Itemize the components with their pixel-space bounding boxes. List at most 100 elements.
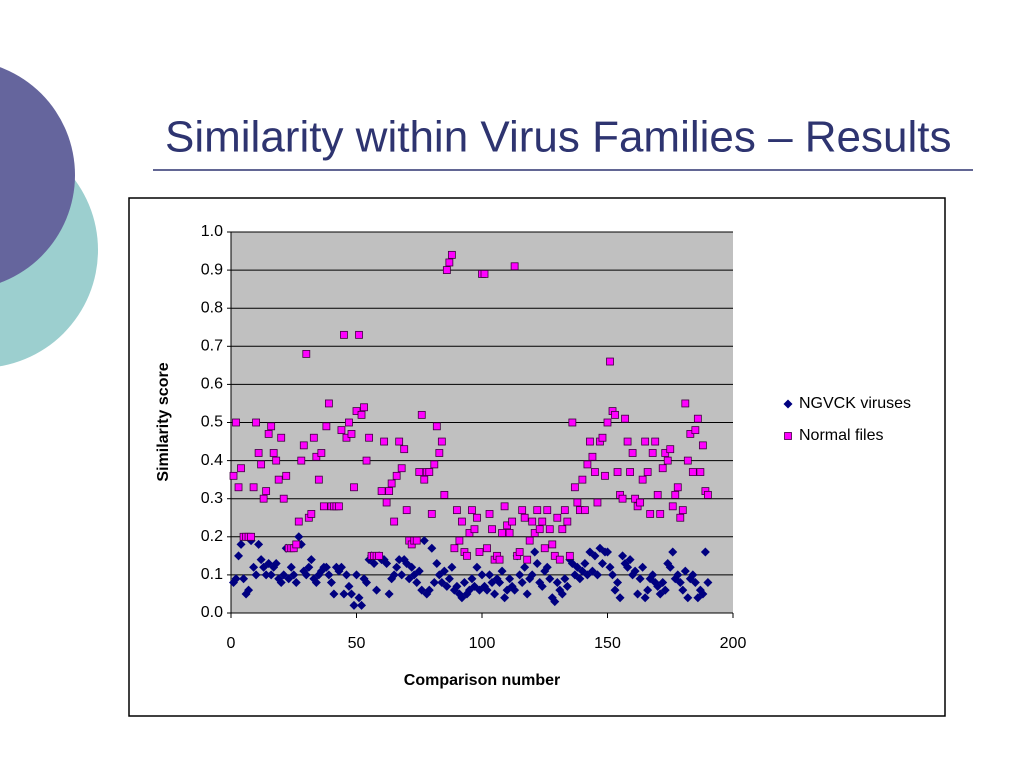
point [414,566,424,576]
point [384,589,394,599]
point [365,433,373,442]
point [505,574,515,584]
point [505,529,514,537]
y-tick-label: 0.6 [201,376,223,393]
point [279,494,288,503]
point [683,456,692,465]
point [256,555,266,565]
point [470,525,479,534]
point [326,578,336,588]
point [346,589,356,599]
point [691,426,700,435]
y-tick-label: 0.5 [201,414,223,431]
point [377,487,386,495]
point [676,513,685,522]
point [317,449,326,457]
point [321,562,331,572]
point [344,581,354,591]
point [537,581,547,591]
point [628,449,637,457]
point [558,525,567,534]
point [568,418,577,427]
point [603,547,612,557]
x-tick-label: 150 [594,635,621,652]
point [668,547,678,557]
x-axis-label: Comparison number [404,672,560,689]
point [666,445,675,454]
point [555,555,564,564]
point [550,597,560,607]
point [294,532,304,542]
point [515,570,525,580]
x-tick-label: 0 [227,635,236,652]
point [525,536,534,545]
point [678,585,688,595]
point [362,456,371,465]
point [402,506,411,515]
point [681,399,690,408]
point [439,566,449,576]
point [264,430,273,438]
point [234,483,243,492]
point [563,517,572,526]
point [276,578,286,588]
point [339,589,349,599]
point [603,418,612,427]
point [638,475,647,484]
point [352,570,361,580]
point [483,544,491,553]
point [450,544,459,553]
point [640,593,650,603]
point [382,558,392,568]
point [673,570,683,580]
point [532,558,542,568]
point [385,487,394,495]
point [643,468,652,476]
y-tick-label: 0.9 [201,261,223,278]
point [540,544,549,553]
point [575,574,585,584]
point [643,585,653,595]
point [592,570,602,580]
point [608,570,618,580]
point [593,498,602,507]
point [618,494,627,503]
point [322,422,331,431]
point [257,460,266,469]
point [437,437,446,446]
point [545,574,555,584]
point [324,399,333,408]
point [394,555,404,565]
point [357,410,366,419]
y-tick-label: 0.4 [201,452,223,469]
point [452,506,461,515]
point [588,452,597,461]
point [232,418,240,427]
point [432,422,441,431]
point [340,330,348,339]
point [392,471,401,480]
point [231,574,241,584]
point [372,585,382,595]
point [415,468,424,476]
point [641,437,650,446]
point [447,250,456,259]
point [580,558,590,568]
point [435,449,444,457]
point [586,437,594,446]
point [508,517,517,526]
point [653,490,662,499]
point [646,510,655,518]
point [578,475,587,484]
point [656,510,665,518]
y-tick-label: 0.2 [201,528,223,545]
point [606,357,614,366]
point [267,422,276,431]
point [601,471,609,480]
point [553,513,562,522]
point [442,266,451,275]
point [400,445,409,454]
point [477,570,487,580]
point [636,498,645,507]
point [297,456,306,465]
